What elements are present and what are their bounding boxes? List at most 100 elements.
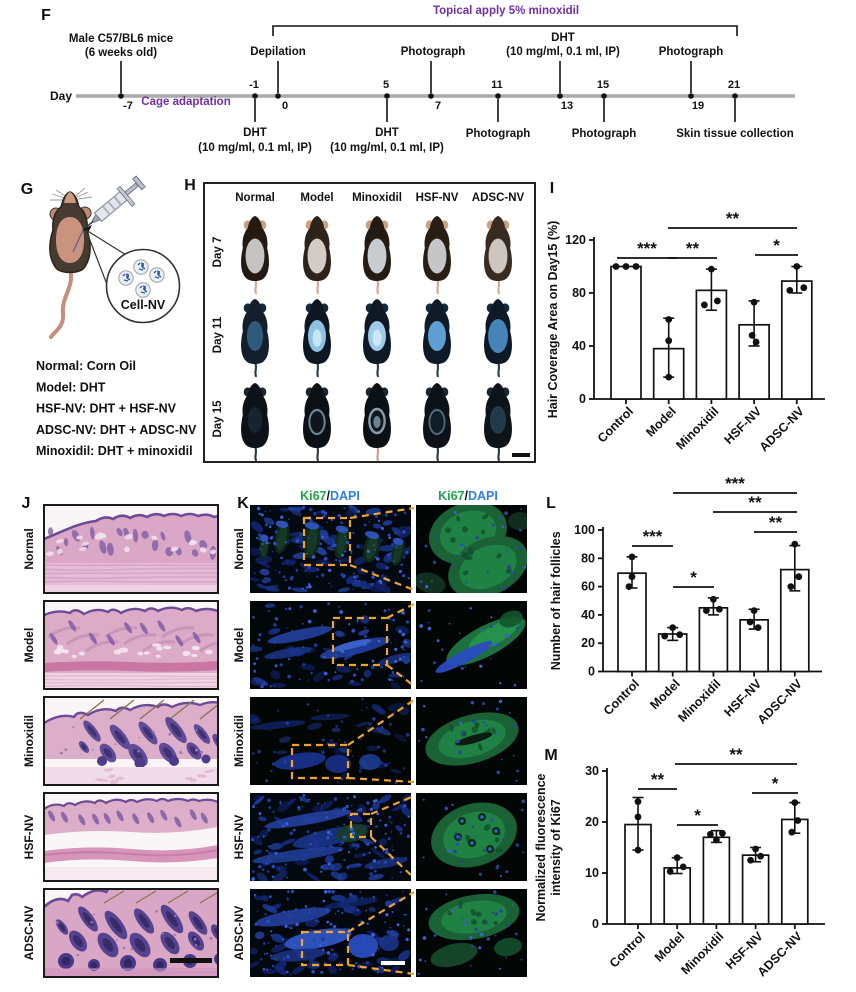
- svg-text:DHT: DHT: [375, 127, 399, 139]
- svg-text:H: H: [184, 177, 196, 194]
- svg-text:Minoxidil: Minoxidil: [232, 715, 246, 767]
- svg-text:HSF-NV: HSF-NV: [416, 192, 459, 204]
- svg-text:Normal: Corn Oil: Normal: Corn Oil: [36, 359, 136, 373]
- svg-text:ADSC-NV: ADSC-NV: [757, 404, 808, 455]
- svg-text:Model: Model: [22, 628, 36, 663]
- svg-text:120: 120: [565, 233, 586, 247]
- svg-text:13: 13: [561, 100, 573, 112]
- svg-text:0: 0: [282, 100, 288, 112]
- svg-text:HSF-NV: DHT + HSF-NV: HSF-NV: DHT + HSF-NV: [36, 402, 177, 416]
- svg-text:20: 20: [585, 815, 599, 829]
- svg-text:*: *: [772, 774, 779, 793]
- svg-text:ADSC-NV: DHT + ADSC-NV: ADSC-NV: DHT + ADSC-NV: [36, 423, 197, 437]
- svg-text:Control: Control: [595, 404, 636, 445]
- svg-text:(6 weeks old): (6 weeks old): [85, 47, 157, 59]
- svg-text:Control: Control: [607, 929, 648, 970]
- svg-text:Minoxidil: Minoxidil: [678, 929, 726, 977]
- svg-text:Photograph: Photograph: [466, 128, 531, 140]
- svg-text:Model: Model: [647, 677, 682, 712]
- svg-text:30: 30: [585, 764, 599, 778]
- svg-text:Normal: Normal: [235, 192, 275, 204]
- svg-text:Normalized fluorescence: Normalized fluorescence: [534, 773, 548, 921]
- svg-text:Ki67/DAPI: Ki67/DAPI: [300, 489, 360, 503]
- svg-text:80: 80: [572, 286, 586, 300]
- svg-text:Cage adaptation: Cage adaptation: [141, 96, 230, 108]
- svg-text:Photograph: Photograph: [659, 46, 724, 58]
- svg-text:(10 mg/ml, 0.1 ml, IP): (10 mg/ml, 0.1 ml, IP): [330, 142, 444, 154]
- svg-text:**: **: [651, 770, 665, 789]
- svg-text:21: 21: [728, 79, 740, 91]
- svg-text:Model: Model: [652, 929, 687, 964]
- svg-text:11: 11: [491, 79, 503, 91]
- svg-text:Minoxidil: Minoxidil: [352, 192, 402, 204]
- svg-text:20: 20: [581, 636, 595, 650]
- svg-text:**: **: [729, 745, 743, 764]
- svg-text:Number of hair follicles: Number of hair follicles: [549, 531, 563, 670]
- svg-text:HSF-NV: HSF-NV: [232, 815, 246, 860]
- svg-text:intensity of Ki67: intensity of Ki67: [549, 799, 563, 896]
- svg-text:(10 mg/ml, 0.1 ml, IP): (10 mg/ml, 0.1 ml, IP): [198, 142, 312, 154]
- svg-text:7: 7: [435, 100, 441, 112]
- svg-text:J: J: [22, 495, 31, 512]
- svg-text:**: **: [769, 513, 783, 532]
- svg-text:Model: DHT: Model: DHT: [36, 380, 106, 394]
- svg-text:100: 100: [574, 523, 595, 537]
- svg-text:Photograph: Photograph: [572, 128, 637, 140]
- svg-text:DHT: DHT: [243, 127, 267, 139]
- svg-text:K: K: [237, 495, 249, 512]
- svg-text:Minoxidil: DHT + minoxidil: Minoxidil: DHT + minoxidil: [36, 444, 193, 458]
- svg-text:Day: Day: [50, 89, 72, 103]
- svg-text:Minoxidil: Minoxidil: [675, 677, 723, 725]
- svg-text:ADSC-NV: ADSC-NV: [232, 906, 246, 961]
- svg-text:Control: Control: [601, 677, 642, 718]
- svg-text:Model: Model: [232, 628, 246, 663]
- svg-text:Model: Model: [300, 192, 333, 204]
- svg-text:Photograph: Photograph: [401, 46, 466, 58]
- svg-text:Model: Model: [643, 404, 678, 439]
- svg-text:I: I: [550, 180, 554, 197]
- svg-text:Depilation: Depilation: [250, 46, 306, 58]
- svg-text:HSF-NV: HSF-NV: [721, 404, 764, 447]
- svg-text:0: 0: [579, 392, 586, 406]
- svg-text:15: 15: [597, 79, 609, 91]
- svg-text:Minoxidil: Minoxidil: [673, 404, 721, 452]
- svg-text:*: *: [690, 568, 697, 587]
- svg-text:G: G: [21, 181, 33, 198]
- svg-text:Skin tissue collection: Skin tissue collection: [676, 128, 794, 140]
- svg-text:-1: -1: [249, 79, 259, 91]
- svg-text:**: **: [748, 493, 762, 512]
- svg-text:HSF-NV: HSF-NV: [22, 815, 36, 860]
- svg-text:Normal: Normal: [232, 528, 246, 569]
- svg-text:40: 40: [581, 608, 595, 622]
- svg-text:ADSC-NV: ADSC-NV: [22, 906, 36, 961]
- svg-text:40: 40: [572, 339, 586, 353]
- svg-text:***: ***: [637, 239, 657, 258]
- svg-text:Cell-NV: Cell-NV: [121, 298, 166, 312]
- svg-text:5: 5: [383, 79, 389, 91]
- svg-text:Minoxidil: Minoxidil: [22, 715, 36, 767]
- svg-text:-7: -7: [123, 100, 133, 112]
- svg-text:0: 0: [588, 665, 595, 679]
- svg-text:DHT: DHT: [551, 32, 575, 44]
- svg-text:*: *: [773, 236, 780, 255]
- svg-text:***: ***: [643, 527, 663, 546]
- svg-text:**: **: [726, 209, 740, 228]
- svg-text:Topical apply 5% minoxidil: Topical apply 5% minoxidil: [433, 5, 579, 17]
- svg-text:Male C57/BL6 mice: Male C57/BL6 mice: [69, 33, 173, 45]
- svg-text:60: 60: [581, 580, 595, 594]
- svg-text:F: F: [41, 7, 51, 24]
- svg-text:Normal: Normal: [22, 528, 36, 569]
- svg-text:Ki67/DAPI: Ki67/DAPI: [438, 489, 498, 503]
- svg-text:(10 mg/ml, 0.1 ml, IP): (10 mg/ml, 0.1 ml, IP): [506, 46, 620, 58]
- svg-text:ADSC-NV: ADSC-NV: [472, 192, 525, 204]
- svg-text:80: 80: [581, 551, 595, 565]
- svg-text:Day 15: Day 15: [212, 400, 224, 438]
- svg-text:10: 10: [585, 866, 599, 880]
- svg-text:*: *: [694, 806, 701, 825]
- svg-text:0: 0: [592, 917, 599, 931]
- svg-text:L: L: [546, 495, 556, 512]
- svg-text:**: **: [686, 239, 700, 258]
- svg-text:Day 11: Day 11: [212, 316, 224, 353]
- svg-text:***: ***: [725, 474, 745, 493]
- svg-text:ADSC-NV: ADSC-NV: [755, 676, 806, 727]
